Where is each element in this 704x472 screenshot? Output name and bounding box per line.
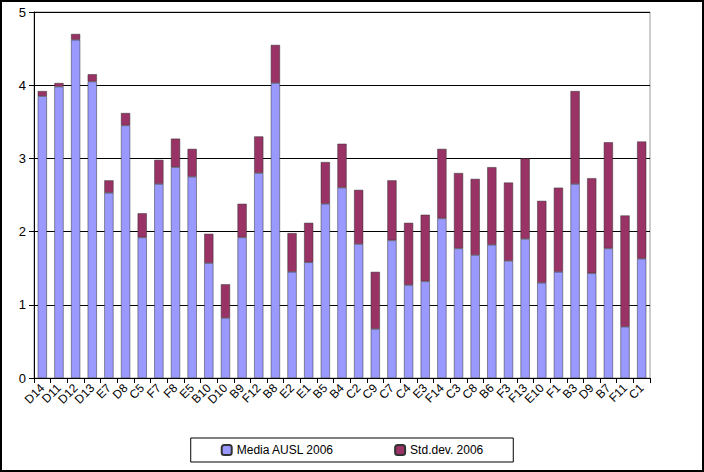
svg-text:4: 4 [19,78,26,93]
svg-text:2: 2 [19,224,26,239]
svg-text:D12: D12 [55,381,81,407]
svg-text:C3: C3 [442,381,464,402]
svg-text:E1: E1 [293,381,314,402]
svg-text:B10: B10 [188,381,214,406]
svg-text:1: 1 [19,297,26,312]
svg-text:D11: D11 [39,381,64,406]
svg-text:B5: B5 [310,381,331,402]
svg-text:D13: D13 [72,381,98,407]
svg-text:E10: E10 [522,381,547,406]
svg-text:B8: B8 [260,381,281,402]
svg-text:D10: D10 [205,381,231,407]
svg-text:B3: B3 [559,381,580,402]
svg-text:D8: D8 [109,381,131,402]
svg-text:C7: C7 [376,381,397,402]
svg-text:F7: F7 [144,381,164,401]
svg-text:B4: B4 [326,381,347,402]
svg-text:E2: E2 [276,381,297,402]
svg-text:B7: B7 [593,381,614,402]
svg-text:B6: B6 [476,381,497,402]
svg-text:0: 0 [19,371,26,386]
svg-text:C9: C9 [359,381,381,402]
svg-text:D9: D9 [575,381,597,402]
svg-text:3: 3 [19,151,26,166]
svg-text:C4: C4 [392,381,414,402]
svg-text:D14: D14 [21,381,48,407]
svg-text:C8: C8 [459,381,481,402]
svg-text:F11: F11 [606,381,630,405]
svg-text:C2: C2 [342,381,364,402]
svg-text:F8: F8 [160,381,181,401]
svg-text:5: 5 [19,5,26,20]
svg-text:E5: E5 [176,381,198,402]
svg-text:F13: F13 [505,381,531,406]
svg-text:E3: E3 [409,381,431,402]
svg-text:F14: F14 [422,381,447,406]
svg-text:F12: F12 [239,381,264,406]
svg-text:C1: C1 [626,381,647,402]
svg-text:Media AUSL 2006: Media AUSL 2006 [237,443,334,457]
svg-text:F1: F1 [543,381,564,401]
svg-text:E7: E7 [93,381,114,402]
svg-text:F3: F3 [493,381,514,401]
svg-text:B9: B9 [226,381,248,402]
svg-text:C5: C5 [126,381,148,402]
svg-text:Std.dev. 2006: Std.dev. 2006 [410,443,483,457]
